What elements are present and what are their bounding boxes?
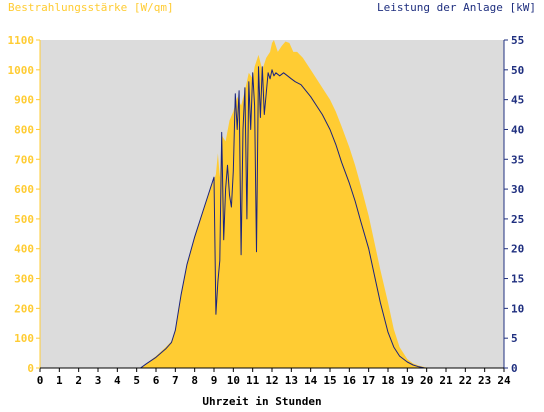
x-tick-label: 11: [246, 374, 260, 387]
y-right-tick-label: 10: [511, 302, 524, 315]
y-left-tick-label: 0: [27, 362, 34, 375]
x-tick-label: 10: [227, 374, 240, 387]
right-axis-title: Leistung der Anlage [kW]: [377, 1, 536, 14]
y-right-tick-label: 30: [511, 183, 524, 196]
y-left-tick-label: 800: [14, 123, 34, 136]
y-left-tick-label: 300: [14, 273, 34, 286]
x-tick-label: 2: [75, 374, 82, 387]
x-tick-label: 0: [37, 374, 44, 387]
x-tick-label: 24: [497, 374, 511, 387]
y-left-tick-label: 1100: [8, 34, 35, 47]
y-left-tick-label: 1000: [8, 64, 35, 77]
x-tick-label: 17: [362, 374, 375, 387]
x-tick-label: 4: [114, 374, 121, 387]
x-axis-title: Uhrzeit in Stunden: [202, 395, 321, 408]
x-tick-label: 18: [381, 374, 394, 387]
y-left-tick-label: 200: [14, 302, 34, 315]
left-axis-title: Bestrahlungsstärke [W/qm]: [8, 1, 174, 14]
y-right-tick-label: 0: [511, 362, 518, 375]
y-left-tick-label: 900: [14, 94, 34, 107]
series-power-line: [40, 66, 504, 369]
y-right-tick-label: 20: [511, 243, 524, 256]
x-tick-label: 3: [95, 374, 102, 387]
y-left-tick-label: 400: [14, 243, 34, 256]
x-tick-label: 14: [304, 374, 318, 387]
x-tick-label: 15: [323, 374, 336, 387]
y-right-tick-label: 45: [511, 94, 524, 107]
y-right-tick-label: 50: [511, 64, 524, 77]
y-right-tick-label: 15: [511, 273, 524, 286]
y-left-tick-label: 500: [14, 213, 34, 226]
series-irradiance-area: [40, 40, 504, 368]
y-right-tick-label: 5: [511, 332, 518, 345]
y-left-tick-label: 600: [14, 183, 34, 196]
x-tick-label: 8: [191, 374, 198, 387]
x-tick-label: 5: [133, 374, 140, 387]
y-right-tick-label: 25: [511, 213, 524, 226]
y-left-tick-label: 100: [14, 332, 34, 345]
x-tick-label: 7: [172, 374, 179, 387]
x-tick-label: 6: [153, 374, 160, 387]
x-tick-label: 12: [265, 374, 278, 387]
x-tick-label: 9: [211, 374, 218, 387]
series-layer: [40, 40, 504, 369]
x-tick-label: 21: [439, 374, 453, 387]
x-tick-label: 22: [459, 374, 472, 387]
x-tick-label: 13: [285, 374, 298, 387]
x-tick-label: 20: [420, 374, 433, 387]
y-right-tick-label: 40: [511, 123, 524, 136]
x-tick-label: 23: [478, 374, 491, 387]
x-tick-label: 1: [56, 374, 63, 387]
x-tick-label: 16: [343, 374, 357, 387]
y-left-tick-label: 700: [14, 153, 34, 166]
y-right-tick-label: 35: [511, 153, 524, 166]
tick-layer: 0 1 2 3 4 5 6 7 8 9 10 11 12 13 14 15 16 17 18 19 20 21 22 23 24…: [8, 34, 525, 387]
x-tick-label: 19: [401, 374, 414, 387]
y-right-tick-label: 55: [511, 34, 524, 47]
